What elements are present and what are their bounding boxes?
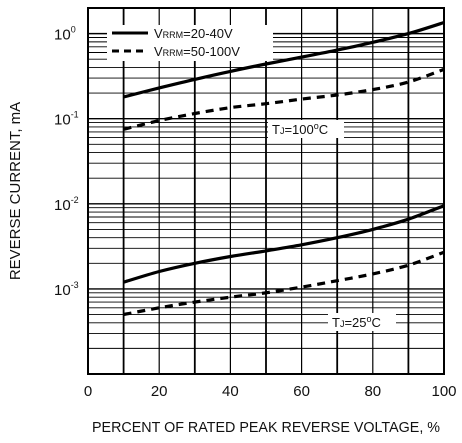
y-tick-label: 100	[54, 25, 76, 44]
y-tick-label: 10-2	[54, 195, 79, 214]
y-tick-label: 10-1	[54, 110, 79, 129]
x-tick-label: 0	[84, 383, 92, 400]
grid	[88, 8, 444, 374]
x-tick-label: 100	[431, 383, 456, 400]
curves	[123, 20, 445, 317]
x-tick-label: 20	[151, 383, 168, 400]
annotation-tj-100c: TJ=100oC	[268, 120, 344, 138]
y-tick-label: 10-3	[54, 280, 79, 299]
series-line-dashed-1	[123, 67, 445, 131]
annotation-box-100c	[268, 120, 344, 138]
legend-box	[107, 25, 273, 61]
x-tick-label: 40	[222, 383, 239, 400]
x-tick-label: 60	[293, 383, 310, 400]
plot-frame	[87, 7, 445, 375]
x-tick-label: 80	[364, 383, 381, 400]
legend: VRRM=20-40V VRRM=50-100V	[107, 25, 273, 61]
legend-label-50-100v: VRRM=50-100V	[154, 44, 240, 59]
legend-label-20-40v: VRRM=20-40V	[154, 26, 233, 41]
annotation-label-25c: TJ=25oC	[332, 314, 381, 330]
y-axis-title: REVERSE CURRENT, mA	[7, 102, 24, 280]
x-tick-labels: 0 20 40 60 80 100	[84, 383, 457, 400]
series-line-solid-0	[123, 20, 445, 99]
annotation-box-25c	[328, 313, 396, 331]
series-line-dashed-3	[123, 250, 445, 317]
y-tick-labels: 100 10-1 10-2 10-3	[54, 25, 79, 299]
annotation-tj-25c: TJ=25oC	[328, 313, 396, 331]
x-axis-title: PERCENT OF RATED PEAK REVERSE VOLTAGE, %	[92, 419, 440, 436]
series-line-solid-2	[123, 204, 445, 284]
annotation-label-100c: TJ=100oC	[272, 121, 328, 137]
